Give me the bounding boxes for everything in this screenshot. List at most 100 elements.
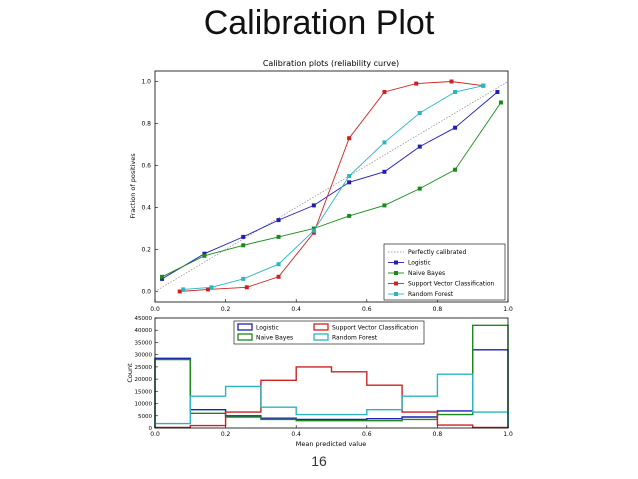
random-forest-point (276, 262, 281, 267)
top-x-tick-label: 1.0 (503, 306, 513, 313)
bottom-y-axis-label: Count (126, 363, 134, 383)
bottom-x-tick-label: 0.0 (150, 431, 160, 438)
bottom-y-tick-label: 45000 (135, 316, 153, 322)
support-vector-classification-point (205, 287, 210, 292)
legend-label-perfectly-calibrated: Perfectly calibrated (408, 249, 466, 256)
top-y-axis-label: Fraction of positives (129, 153, 137, 219)
bottom-x-tick-label: 0.4 (291, 431, 301, 438)
legend-label-naive-bayes: Naive Bayes (408, 270, 445, 277)
hist-legend-label-support-vector-classification: Support Vector Classification (332, 325, 419, 332)
top-legend-box (383, 243, 506, 301)
top-x-tick-label: 0.8 (433, 306, 443, 313)
logistic-point (202, 251, 207, 256)
bottom-x-tick-label: 0.2 (221, 431, 231, 438)
logistic-point (160, 276, 165, 281)
naive-bayes-point (160, 274, 165, 279)
naive-bayes-point (241, 243, 246, 248)
naive-bayes-point (453, 167, 458, 172)
hist-legend-swatch-naive-bayes (237, 333, 253, 341)
top-x-tick-label: 0.6 (362, 306, 372, 313)
random-forest-point (417, 111, 422, 115)
random-forest-point (209, 285, 214, 290)
support-vector-classification-point (311, 230, 316, 235)
top-y-tick-label: 0.6 (141, 163, 151, 170)
bottom-y-tick-label: 40000 (135, 328, 153, 334)
support-vector-classification-point (347, 136, 352, 141)
random-forest-point (241, 276, 246, 281)
random-forest-point (481, 83, 486, 88)
top-y-tick-label: 1.0 (141, 79, 151, 86)
hist-legend-label-logistic: Logistic (256, 325, 279, 332)
naive-bayes-point (311, 226, 316, 231)
naive-bayes-point (347, 213, 352, 218)
logistic-point (495, 90, 500, 94)
random-forest-point (347, 174, 352, 178)
random-forest-point (311, 228, 316, 233)
logistic-point (417, 144, 422, 149)
logistic-point (311, 203, 316, 208)
logistic-curve (161, 91, 498, 280)
naive-bayes-point (202, 253, 207, 258)
hist-legend-swatch-support-vector-classification (313, 323, 329, 331)
support-vector-classification-point (177, 289, 182, 294)
bottom-x-tick-label: 0.6 (362, 431, 372, 438)
bottom-y-tick-label: 10000 (135, 402, 153, 408)
calibration-plot-title: Calibration plots (reliability curve) (263, 59, 399, 68)
bottom-y-tick-label: 35000 (135, 340, 153, 346)
naive-bayes-point (498, 100, 503, 105)
page-number: 16 (311, 453, 327, 469)
random-forest-curve (183, 85, 484, 290)
bottom-y-tick-label: 0 (149, 426, 153, 432)
top-y-tick-label: 0.4 (141, 205, 151, 212)
legend-marker-naive-bayes (394, 271, 398, 275)
top-y-tick-label: 0.2 (141, 247, 151, 254)
naive-bayes-histogram (154, 324, 509, 428)
random-forest-histogram (154, 373, 509, 428)
support-vector-classification-point (414, 81, 419, 86)
legend-marker-support-vector-classification (394, 281, 398, 286)
random-forest-point (181, 287, 186, 292)
support-vector-classification-point (449, 79, 454, 84)
logistic-point (276, 218, 281, 223)
random-forest-point (382, 140, 387, 145)
logistic-point (347, 180, 352, 185)
top-y-tick-label: 0.8 (141, 121, 151, 128)
support-vector-classification-curve (179, 81, 484, 292)
support-vector-classification-point (276, 274, 281, 279)
random-forest-point (453, 90, 458, 94)
hist-legend-swatch-logistic (237, 323, 253, 331)
logistic-point (241, 234, 246, 239)
naive-bayes-point (417, 186, 422, 191)
reliability-curve-plot: 0.0 0.2 0.4 0.6 0.8 1.0 0.0 0.2 0.4 0.6 0.8 1.0 Perf… (141, 70, 513, 313)
logistic-point (453, 125, 458, 130)
hist-legend-label-naive-bayes: Naive Bayes (256, 335, 293, 342)
prediction-histogram-plot: 0.0 0.2 0.4 0.6 0.8 1.0 0 5000 10000 15000 20000 25… (135, 316, 513, 438)
legend-label-logistic: Logistic (408, 260, 431, 267)
support-vector-classification-point (244, 285, 249, 290)
hist-legend-label-random-forest: Random Forest (332, 335, 378, 342)
support-vector-classification-histogram (154, 366, 509, 429)
naive-bayes-point (382, 203, 387, 208)
bottom-legend-box (233, 320, 425, 345)
bottom-x-tick-label: 0.8 (433, 431, 443, 438)
top-y-tick-label: 0.0 (141, 289, 151, 296)
hist-legend-swatch-random-forest (313, 333, 329, 341)
top-x-tick-label: 0.4 (291, 306, 301, 313)
top-x-tick-label: 0.0 (150, 306, 160, 313)
bottom-y-tick-label: 25000 (135, 365, 153, 371)
legend-label-support-vector-classification: Support Vector Classification (408, 281, 495, 288)
bottom-y-tick-label: 20000 (135, 377, 153, 383)
legend-marker-logistic (394, 260, 398, 265)
bottom-y-tick-label: 5000 (138, 414, 152, 420)
legend-marker-random-forest (394, 292, 398, 296)
bottom-x-axis-label: Mean predicted value (296, 440, 366, 448)
naive-bayes-point (276, 234, 281, 239)
bottom-plot-frame (154, 317, 509, 429)
bottom-y-tick-label: 15000 (135, 389, 153, 395)
logistic-point (382, 169, 387, 174)
legend-label-random-forest: Random Forest (408, 291, 454, 298)
naive-bayes-curve (161, 102, 502, 278)
bottom-y-tick-label: 30000 (135, 353, 153, 359)
slide-title: Calibration Plot (203, 4, 435, 42)
